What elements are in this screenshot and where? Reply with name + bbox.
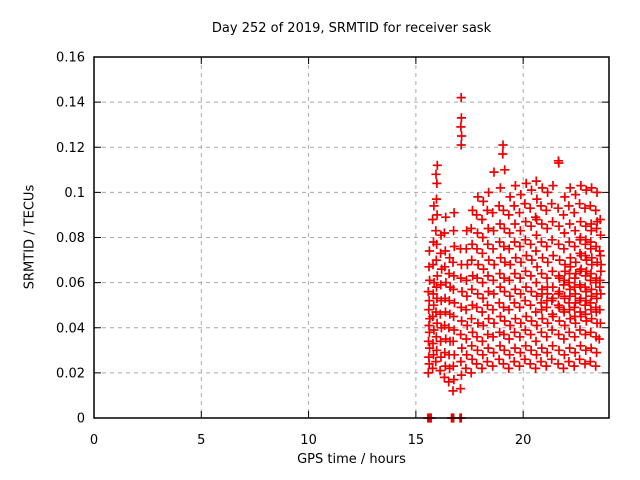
data-points [423, 93, 606, 423]
x-tick-label: 20 [515, 433, 532, 448]
y-tick-label: 0.16 [56, 51, 85, 66]
x-tick-label: 10 [300, 433, 317, 448]
y-tick-label: 0.12 [56, 141, 85, 156]
y-tick-label: 0.02 [56, 366, 85, 381]
y-tick-label: 0.04 [56, 321, 85, 336]
x-tick-label: 5 [197, 433, 205, 448]
y-tick-label: 0.08 [56, 231, 85, 246]
y-tick-label: 0.06 [56, 276, 85, 291]
x-tick-label: 15 [408, 433, 425, 448]
x-axis-label: GPS time / hours [297, 452, 406, 467]
y-tick-label: 0 [77, 412, 85, 427]
chart-title: Day 252 of 2019, SRMTID for receiver sas… [211, 21, 492, 36]
plot-frame [93, 56, 610, 419]
y-tick-label: 0.14 [56, 96, 85, 111]
y-tick-label: 0.1 [64, 186, 85, 201]
x-tick-label: 0 [90, 433, 98, 448]
